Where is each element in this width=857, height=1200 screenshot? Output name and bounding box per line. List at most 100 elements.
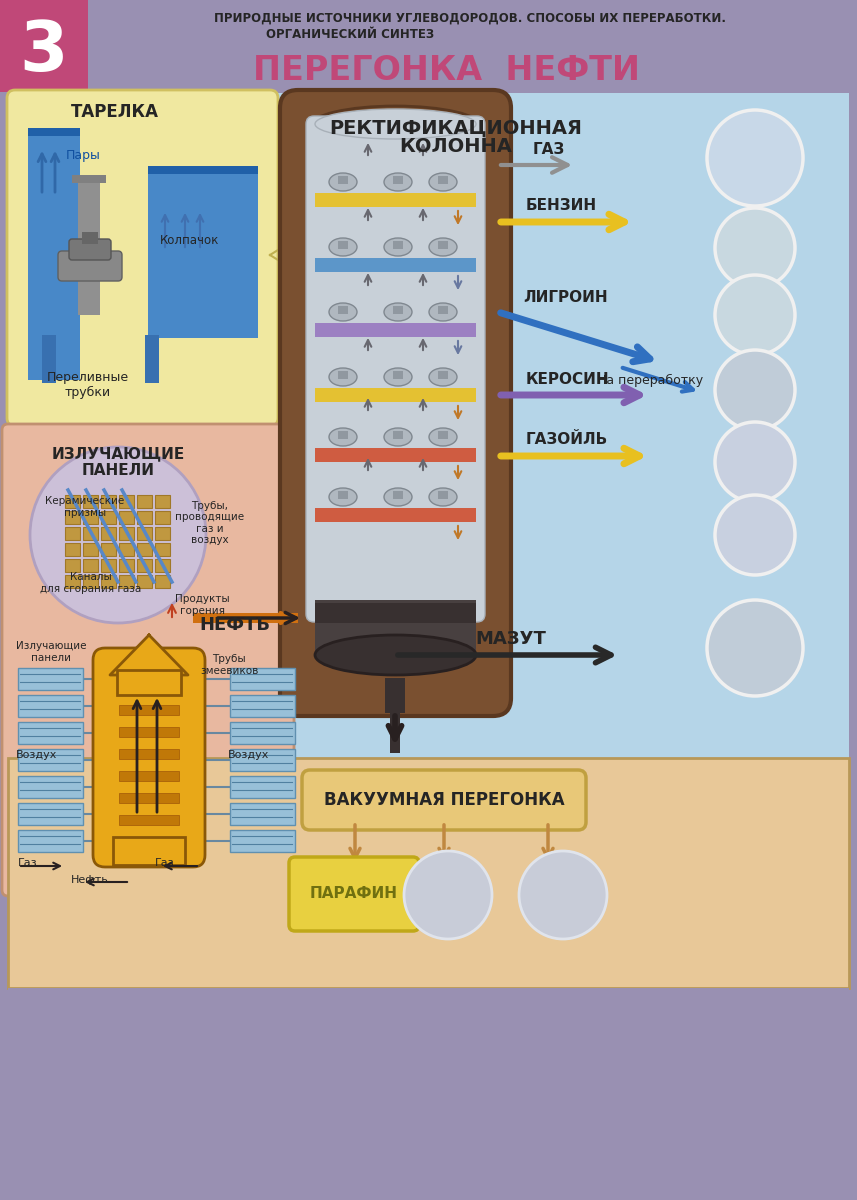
Text: Трубы,
проводящие
газ и
воздух: Трубы, проводящие газ и воздух bbox=[175, 500, 244, 545]
Bar bbox=[155, 511, 170, 524]
Bar bbox=[101, 527, 116, 540]
FancyBboxPatch shape bbox=[7, 90, 278, 426]
Ellipse shape bbox=[315, 109, 476, 139]
Text: Колпачок: Колпачок bbox=[160, 234, 219, 246]
Circle shape bbox=[404, 851, 492, 938]
FancyBboxPatch shape bbox=[289, 857, 419, 931]
Text: ПЕРЕГОНКА  НЕФТИ: ПЕРЕГОНКА НЕФТИ bbox=[254, 54, 640, 86]
Text: ТАРЕЛКА: ТАРЕЛКА bbox=[71, 103, 159, 121]
Bar bbox=[438, 306, 448, 314]
Ellipse shape bbox=[429, 428, 457, 446]
Text: МАЗУТ: МАЗУТ bbox=[475, 630, 546, 648]
Bar bbox=[119, 542, 134, 556]
Bar bbox=[137, 527, 152, 540]
Ellipse shape bbox=[310, 106, 481, 146]
FancyBboxPatch shape bbox=[280, 90, 511, 716]
Text: Газ: Газ bbox=[155, 858, 175, 868]
Bar bbox=[65, 575, 80, 588]
Bar bbox=[119, 793, 179, 803]
Ellipse shape bbox=[429, 302, 457, 320]
Ellipse shape bbox=[384, 368, 412, 386]
Bar bbox=[8, 92, 849, 758]
Bar bbox=[0, 0, 857, 92]
Text: ЛИГРОИН: ЛИГРОИН bbox=[523, 290, 608, 306]
Text: Нефть: Нефть bbox=[71, 875, 109, 886]
Ellipse shape bbox=[329, 173, 357, 191]
Bar bbox=[155, 494, 170, 508]
Ellipse shape bbox=[329, 238, 357, 256]
Bar bbox=[119, 511, 134, 524]
Bar bbox=[18, 830, 83, 852]
Bar bbox=[315, 600, 476, 655]
Bar bbox=[315, 258, 476, 272]
Bar bbox=[8, 988, 849, 998]
Bar bbox=[230, 668, 295, 690]
Circle shape bbox=[715, 350, 795, 430]
Bar bbox=[101, 542, 116, 556]
Bar bbox=[117, 670, 181, 695]
FancyBboxPatch shape bbox=[302, 770, 586, 830]
Bar bbox=[18, 722, 83, 744]
FancyBboxPatch shape bbox=[69, 239, 111, 260]
Bar bbox=[72, 175, 106, 182]
FancyBboxPatch shape bbox=[2, 424, 294, 896]
Text: ПРИРОДНЫЕ ИСТОЧНИКИ УГЛЕВОДОРОДОВ. СПОСОБЫ ИХ ПЕРЕРАБОТКИ.: ПРИРОДНЫЕ ИСТОЧНИКИ УГЛЕВОДОРОДОВ. СПОСО… bbox=[214, 12, 726, 24]
Bar bbox=[230, 830, 295, 852]
Text: ВАКУУМНАЯ ПЕРЕГОНКА: ВАКУУМНАЯ ПЕРЕГОНКА bbox=[324, 791, 564, 809]
Bar bbox=[385, 678, 405, 713]
Text: 3: 3 bbox=[20, 18, 69, 85]
Bar bbox=[438, 491, 448, 499]
Circle shape bbox=[30, 446, 206, 623]
Bar bbox=[137, 542, 152, 556]
Text: ОРГАНИЧЕСКИЙ СИНТЕЗ: ОРГАНИЧЕСКИЙ СИНТЕЗ bbox=[266, 28, 434, 41]
Text: На переработку: На переработку bbox=[597, 373, 703, 386]
Bar bbox=[438, 241, 448, 248]
Bar bbox=[83, 511, 98, 524]
Bar bbox=[338, 241, 348, 248]
Ellipse shape bbox=[329, 428, 357, 446]
Polygon shape bbox=[270, 230, 310, 280]
FancyBboxPatch shape bbox=[306, 116, 485, 622]
Bar bbox=[137, 559, 152, 572]
Bar bbox=[28, 128, 80, 136]
Bar bbox=[338, 176, 348, 184]
Text: КЕРОСИН: КЕРОСИН bbox=[526, 372, 609, 386]
Bar bbox=[119, 559, 134, 572]
Bar bbox=[148, 166, 258, 174]
Circle shape bbox=[715, 422, 795, 502]
Bar bbox=[101, 494, 116, 508]
Bar bbox=[119, 704, 179, 715]
Bar bbox=[393, 176, 403, 184]
Circle shape bbox=[715, 275, 795, 355]
Bar bbox=[155, 575, 170, 588]
Text: ПАРАФИН: ПАРАФИН bbox=[310, 887, 398, 901]
Text: Переливные
трубки: Переливные трубки bbox=[47, 371, 129, 400]
Bar bbox=[137, 494, 152, 508]
Circle shape bbox=[707, 600, 803, 696]
Ellipse shape bbox=[329, 368, 357, 386]
Bar bbox=[83, 575, 98, 588]
Bar bbox=[145, 335, 159, 383]
Bar bbox=[393, 306, 403, 314]
Circle shape bbox=[715, 208, 795, 288]
Text: Каналы
для сгорания газа: Каналы для сгорания газа bbox=[40, 572, 141, 594]
Ellipse shape bbox=[315, 635, 476, 674]
Bar bbox=[65, 542, 80, 556]
Bar bbox=[119, 749, 179, 758]
Bar bbox=[65, 494, 80, 508]
Ellipse shape bbox=[429, 173, 457, 191]
Ellipse shape bbox=[384, 428, 412, 446]
Bar bbox=[101, 559, 116, 572]
Bar bbox=[438, 431, 448, 439]
Ellipse shape bbox=[384, 302, 412, 320]
Bar bbox=[393, 241, 403, 248]
Bar bbox=[438, 176, 448, 184]
Bar bbox=[83, 494, 98, 508]
Bar bbox=[119, 727, 179, 737]
Bar bbox=[315, 448, 476, 462]
Bar bbox=[137, 575, 152, 588]
Bar bbox=[155, 527, 170, 540]
Bar bbox=[65, 527, 80, 540]
Circle shape bbox=[715, 494, 795, 575]
Bar bbox=[338, 491, 348, 499]
